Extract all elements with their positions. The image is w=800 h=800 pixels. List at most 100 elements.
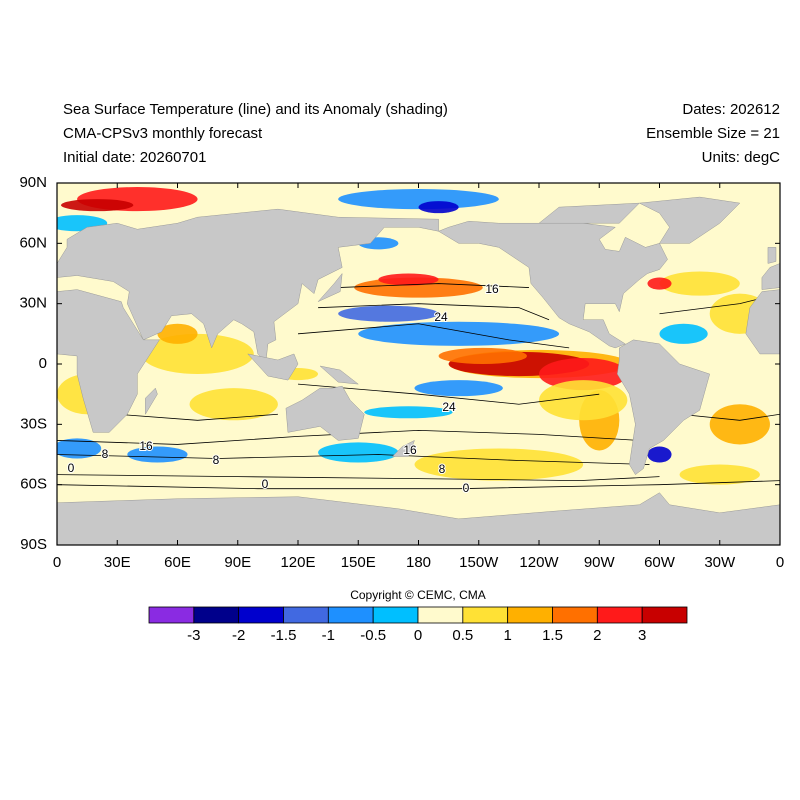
- y-tick-label: 0: [39, 355, 47, 372]
- anomaly-shading: [414, 380, 503, 397]
- sst-contour: [338, 283, 529, 288]
- colorbar-box: [372, 606, 419, 624]
- anomaly-shading: [61, 199, 134, 212]
- colorbar-label: 1.5: [542, 627, 563, 644]
- x-tick-label: 180: [406, 554, 431, 571]
- anomaly-shading: [57, 438, 102, 459]
- land: [538, 202, 641, 224]
- colorbar-label: -2: [232, 627, 245, 644]
- sst-contour: [297, 383, 600, 405]
- anomaly-shading: [157, 323, 198, 344]
- anomaly-shading: [318, 442, 399, 463]
- land: [617, 339, 711, 475]
- sst-contour: [297, 323, 570, 349]
- anomaly-shading: [679, 464, 760, 485]
- y-tick-label: 30N: [19, 295, 47, 312]
- contour-label: 0: [68, 461, 75, 475]
- initial-date: Initial date: 20260701: [63, 149, 206, 166]
- anomaly-shading: [378, 273, 439, 286]
- land: [638, 196, 741, 244]
- x-tick-label: 0: [53, 554, 61, 571]
- contour-label: 16: [403, 443, 417, 457]
- anomaly-shading: [539, 380, 628, 421]
- colorbar-label: -3: [187, 627, 200, 644]
- colorbar-box: [148, 606, 195, 624]
- contour-label: 0: [463, 481, 470, 495]
- colorbar-box: [462, 606, 509, 624]
- x-tick-label: 150W: [459, 554, 499, 571]
- anomaly-shading: [659, 271, 740, 296]
- sst-contour: [679, 413, 780, 421]
- contour-label: 24: [442, 400, 456, 414]
- y-tick-label: 60N: [19, 234, 47, 251]
- anomaly-shading: [647, 446, 672, 463]
- land: [767, 247, 777, 264]
- colorbar-label: -0.5: [360, 627, 386, 644]
- contour-label: 8: [102, 447, 109, 461]
- land: [319, 365, 360, 385]
- x-tick-label: 120W: [519, 554, 559, 571]
- anomaly-shading: [364, 406, 453, 419]
- anomaly-shading: [189, 388, 278, 421]
- colorbar-box: [327, 606, 374, 624]
- sst-contour: [318, 303, 550, 321]
- contour-label: 16: [139, 439, 153, 453]
- land: [57, 289, 160, 433]
- y-tick-label: 30S: [20, 415, 47, 432]
- y-tick-label: 90N: [19, 174, 47, 191]
- anomaly-shading: [418, 201, 459, 214]
- land: [317, 272, 343, 302]
- anomaly-shading: [141, 333, 254, 375]
- colorbar-label: -1.5: [271, 627, 297, 644]
- ensemble-size: Ensemble Size = 21: [646, 125, 780, 142]
- colorbar-box: [193, 606, 240, 624]
- land: [761, 263, 780, 290]
- sst-contour: [57, 454, 650, 465]
- x-tick-label: 30E: [104, 554, 131, 571]
- x-tick-label: 90W: [584, 554, 616, 571]
- x-tick-label: 30W: [704, 554, 736, 571]
- land: [438, 220, 668, 349]
- anomaly-shading: [539, 357, 628, 391]
- x-tick-label: 120E: [280, 554, 315, 571]
- units: Units: degC: [702, 149, 781, 166]
- anomaly-shading: [438, 347, 527, 364]
- contour-label: 0: [262, 477, 269, 491]
- land: [145, 387, 158, 416]
- colorbar-box: [641, 606, 688, 624]
- colorbar-box: [552, 606, 598, 624]
- x-tick-label: 0: [776, 554, 784, 571]
- anomaly-shading: [127, 446, 188, 463]
- x-tick-label: 150E: [341, 554, 376, 571]
- anomaly-shading: [647, 277, 672, 290]
- copyright: Copyright © CEMC, CMA: [350, 588, 486, 602]
- map: [57, 183, 780, 545]
- contour-label: 8: [213, 453, 220, 467]
- x-tick-label: 60W: [644, 554, 676, 571]
- colorbar-box: [238, 606, 284, 624]
- anomaly-shading: [338, 189, 499, 210]
- land: [745, 289, 780, 355]
- sst-contour: [57, 480, 780, 490]
- colorbar-label: 0: [414, 627, 422, 644]
- y-tick-label: 90S: [20, 536, 47, 553]
- contour-label: 16: [485, 282, 499, 296]
- anomaly-shading: [659, 323, 708, 344]
- title: Sea Surface Temperature (line) and its A…: [63, 101, 448, 118]
- colorbar-box: [283, 606, 329, 624]
- land: [391, 439, 415, 457]
- sst-contour: [57, 474, 660, 482]
- subtitle: CMA-CPSv3 monthly forecast: [63, 125, 263, 142]
- dates: Dates: 202612: [682, 101, 780, 118]
- colorbar-label: 0.5: [452, 627, 473, 644]
- colorbar-box: [596, 606, 643, 624]
- anomaly-shading: [414, 448, 584, 481]
- land: [285, 385, 365, 441]
- land: [57, 208, 439, 363]
- colorbar-label: 2: [593, 627, 601, 644]
- colorbar-label: 3: [638, 627, 646, 644]
- x-tick-label: 90E: [224, 554, 251, 571]
- x-tick-label: 60E: [164, 554, 191, 571]
- contour-label: 24: [434, 310, 448, 324]
